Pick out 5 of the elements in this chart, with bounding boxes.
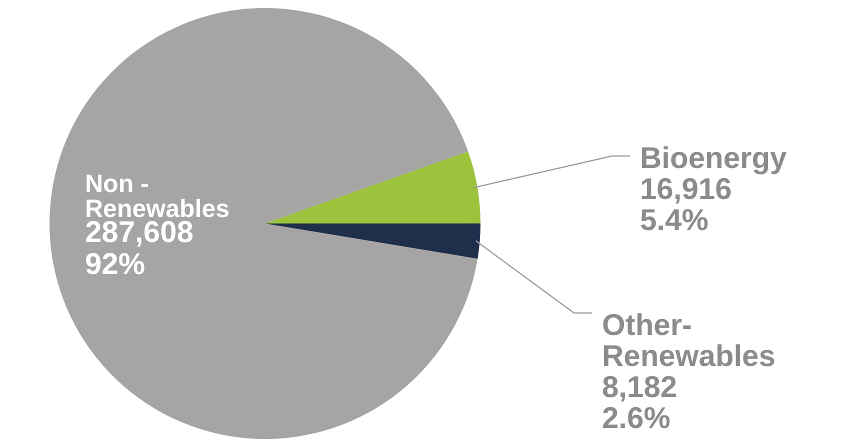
data-label: 16,916 5.4% bbox=[640, 173, 732, 237]
slice-label: Other-Renewables bbox=[602, 309, 776, 373]
data-label: 8,182 2.6% bbox=[602, 371, 678, 435]
data-label: 287,608 92% bbox=[85, 216, 194, 281]
slice-label: Bioenergy bbox=[640, 142, 788, 175]
